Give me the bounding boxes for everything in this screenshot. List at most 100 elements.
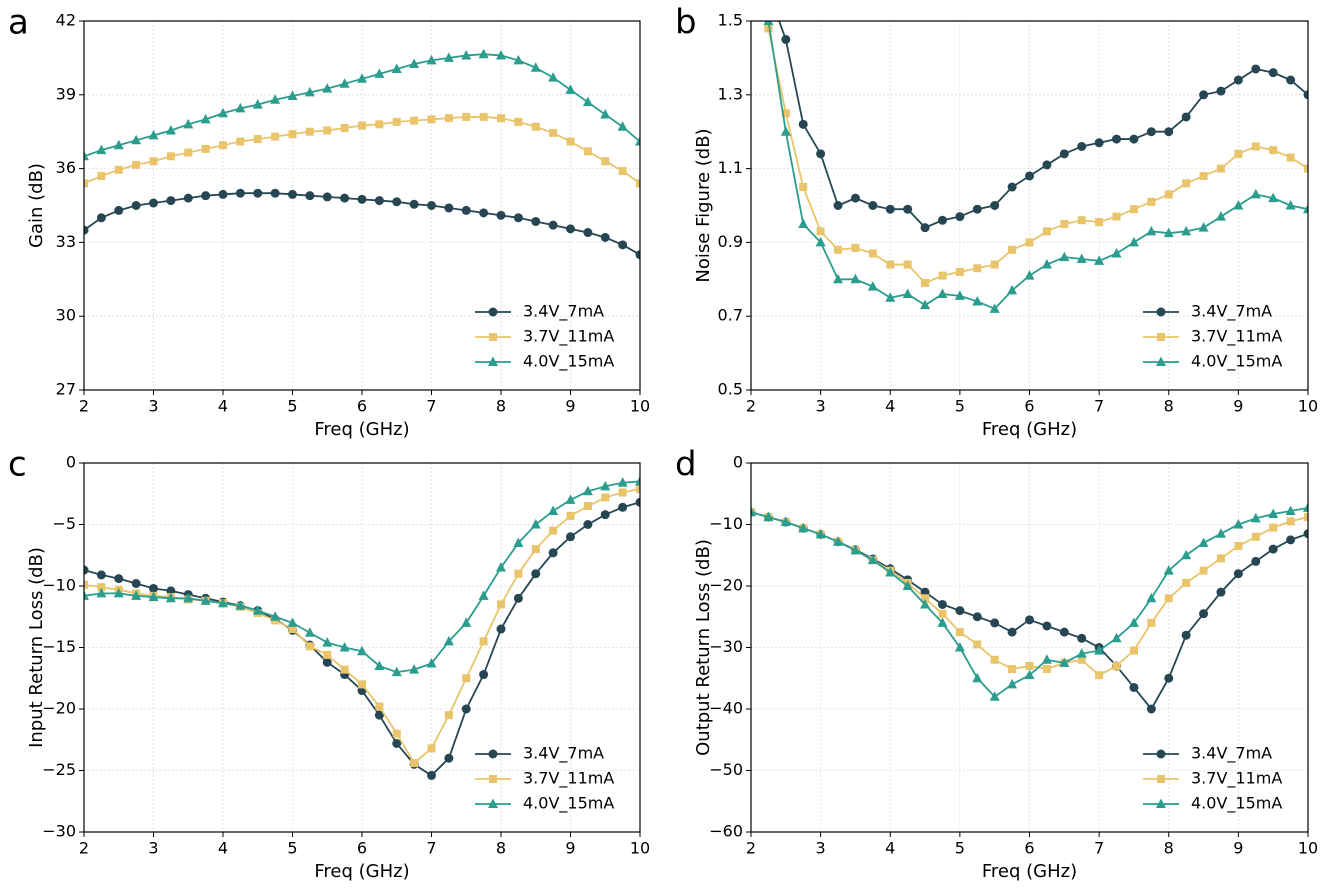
- marker: [1268, 508, 1279, 519]
- marker: [582, 485, 593, 496]
- marker: [1304, 164, 1308, 173]
- marker: [1181, 630, 1191, 640]
- y-axis-label: Output Return Loss (dB): [693, 539, 714, 756]
- marker: [200, 113, 211, 124]
- x-tick-label: 10: [1298, 839, 1318, 858]
- marker: [461, 704, 471, 714]
- x-tick-label: 3: [148, 397, 158, 416]
- marker: [1268, 68, 1278, 78]
- y-tick-label: −30: [42, 822, 76, 841]
- marker: [600, 480, 611, 491]
- marker: [1164, 190, 1173, 199]
- marker: [288, 625, 297, 634]
- legend-label: 3.4V_7mA: [1191, 302, 1272, 322]
- marker: [1059, 657, 1070, 667]
- plot-area: [763, 21, 1308, 313]
- marker: [84, 590, 89, 600]
- marker: [1077, 216, 1086, 225]
- marker: [530, 62, 541, 72]
- marker: [149, 157, 158, 166]
- marker: [340, 124, 349, 133]
- marker: [1250, 188, 1261, 199]
- marker: [114, 165, 123, 174]
- marker: [635, 136, 640, 146]
- marker: [989, 691, 1000, 701]
- marker: [514, 569, 523, 578]
- marker: [600, 232, 610, 242]
- marker: [1164, 673, 1174, 683]
- marker: [798, 218, 809, 228]
- marker: [635, 250, 640, 260]
- x-tick-label: 3: [148, 839, 158, 858]
- panel-label: c: [8, 445, 27, 485]
- marker: [867, 554, 878, 565]
- marker: [903, 204, 913, 214]
- marker: [955, 267, 964, 276]
- marker: [253, 135, 262, 144]
- y-axis-label: Noise Figure (dB): [693, 128, 714, 282]
- x-axis-label: Freq (GHz): [314, 419, 409, 440]
- marker: [1112, 212, 1121, 221]
- marker: [1234, 542, 1243, 551]
- marker: [902, 580, 913, 590]
- x-tick-label: 6: [1024, 397, 1034, 416]
- marker: [920, 223, 930, 233]
- marker: [340, 193, 350, 203]
- legend-item: 3.4V_7mA: [1143, 302, 1272, 322]
- marker: [1234, 149, 1243, 158]
- marker: [488, 798, 498, 808]
- legend-label: 3.7V_11mA: [1191, 769, 1282, 789]
- panel-label: a: [8, 3, 29, 43]
- marker: [392, 729, 401, 738]
- x-tick-label: 9: [565, 839, 575, 858]
- marker: [1111, 632, 1122, 643]
- marker: [850, 544, 861, 555]
- marker: [513, 593, 523, 603]
- marker: [235, 102, 246, 113]
- marker: [461, 205, 471, 215]
- marker: [443, 52, 454, 62]
- marker: [798, 522, 809, 533]
- marker: [304, 627, 315, 637]
- marker: [566, 532, 575, 542]
- marker: [271, 132, 280, 141]
- legend-item: 3.7V_11mA: [1143, 769, 1282, 789]
- marker: [815, 528, 826, 539]
- marker: [1157, 333, 1165, 341]
- marker: [1215, 528, 1226, 538]
- marker: [1156, 798, 1166, 808]
- legend-label: 4.0V_15mA: [523, 794, 614, 814]
- marker: [1233, 569, 1243, 579]
- marker: [410, 116, 419, 125]
- marker: [148, 591, 159, 602]
- x-tick-label: 2: [746, 397, 756, 416]
- marker: [1025, 661, 1034, 670]
- marker: [851, 243, 860, 252]
- x-tick-label: 5: [287, 397, 297, 416]
- marker: [1286, 153, 1295, 162]
- marker: [1147, 197, 1156, 206]
- marker: [165, 124, 176, 135]
- marker: [410, 759, 419, 768]
- marker: [149, 198, 158, 208]
- legend-item: 4.0V_15mA: [475, 794, 614, 814]
- marker: [114, 205, 124, 215]
- marker: [304, 86, 315, 97]
- y-tick-label: 1.5: [718, 11, 743, 30]
- marker: [131, 590, 142, 600]
- marker: [131, 134, 142, 145]
- marker: [798, 119, 808, 129]
- marker: [1199, 171, 1208, 180]
- marker: [1215, 211, 1226, 221]
- marker: [566, 224, 575, 234]
- panel-label: b: [675, 3, 697, 43]
- marker: [1216, 164, 1225, 173]
- subplot: b 2 3 4 5 6 7 8 9 10 0.5 0.7 0.9 1.1 1.3 1.5 Freq (GHz) N…: [675, 3, 1318, 441]
- y-axis-label: Gain (dB): [26, 163, 47, 248]
- y-tick-label: −10: [709, 514, 743, 533]
- marker: [166, 196, 176, 206]
- marker: [1216, 86, 1226, 96]
- x-tick-label: 5: [287, 839, 297, 858]
- marker: [84, 179, 88, 188]
- marker: [954, 290, 965, 300]
